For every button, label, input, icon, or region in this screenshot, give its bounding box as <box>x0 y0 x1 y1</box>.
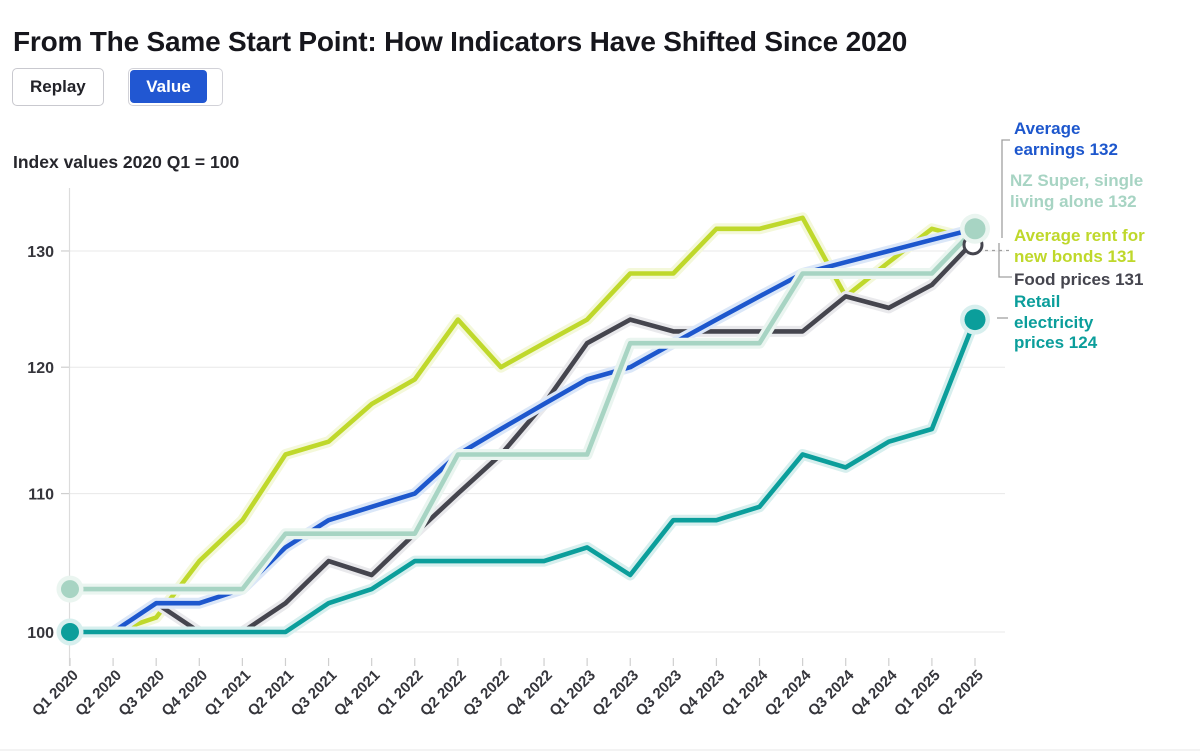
end-label-line: new bonds 131 <box>1014 246 1136 266</box>
x-tick-label-q2-2021: Q2 2021 <box>245 667 298 720</box>
value-toggle[interactable]: Value <box>128 68 223 106</box>
end-label-average-earnings: Average earnings 132 <box>1014 119 1118 160</box>
x-tick-label-q3-2023: Q3 2023 <box>632 667 685 720</box>
end-label-line: NZ Super, single <box>1010 171 1144 190</box>
x-tick-label-q1-2022: Q1 2022 <box>374 667 427 720</box>
end-label-line: Retail <box>1014 292 1061 311</box>
value-toggle-selected[interactable]: Value <box>130 70 207 103</box>
end-label-line: Food prices 131 <box>1014 270 1144 289</box>
x-tick-label-q4-2022: Q4 2022 <box>503 667 556 720</box>
x-tick-label-q2-2024: Q2 2024 <box>762 666 815 719</box>
x-tick-label-q2-2022: Q2 2022 <box>417 667 470 720</box>
end-label-average-rent: Average rent for new bonds 131 <box>1014 226 1145 267</box>
end-dot-retail-electricity-prices <box>964 309 986 331</box>
x-tick-label-q4-2023: Q4 2023 <box>676 667 729 720</box>
x-tick-label-q1-2025: Q1 2025 <box>891 667 944 720</box>
series-line-nz-super-single-living-alone[interactable] <box>67 226 978 592</box>
x-tick-label-q3-2024: Q3 2024 <box>805 666 858 719</box>
y-tick-label-100: 100 <box>27 625 54 642</box>
start-dot-retail-electricity-prices <box>61 623 79 641</box>
x-tick-label-q1-2020: Q1 2020 <box>29 667 82 720</box>
page-title: From The Same Start Point: How Indicator… <box>13 25 908 57</box>
x-tick-label-q2-2023: Q2 2023 <box>589 667 642 720</box>
x-tick-label-q3-2021: Q3 2021 <box>288 667 341 720</box>
x-tick-label-q1-2023: Q1 2023 <box>546 667 599 720</box>
x-tick-label-q2-2020: Q2 2020 <box>72 667 125 720</box>
x-tick-label-q2-2025: Q2 2025 <box>934 667 987 720</box>
axis-note: Index values 2020 Q1 = 100 <box>13 152 240 172</box>
series-line-retail-electricity-prices[interactable] <box>67 317 978 635</box>
end-label-nz-super: NZ Super, single living alone 132 <box>1010 171 1143 212</box>
y-tick-label-130: 130 <box>27 244 54 261</box>
x-tick-label-q4-2024: Q4 2024 <box>848 666 901 719</box>
series-line-average-earnings[interactable] <box>67 226 978 635</box>
end-label-line: Average rent for <box>1014 226 1145 245</box>
x-tick-label-q4-2021: Q4 2021 <box>331 667 384 720</box>
y-tick-label-120: 120 <box>27 360 54 377</box>
y-tick-label-110: 110 <box>28 487 54 504</box>
replay-button[interactable]: Replay <box>12 68 104 106</box>
connector-earnings-nzsuper <box>1001 139 1010 238</box>
x-tick-label-q1-2024: Q1 2024 <box>719 666 772 719</box>
start-dot-nz-super-single-living-alone <box>61 580 79 599</box>
x-tick-label-q3-2020: Q3 2020 <box>115 667 168 720</box>
series-line-average-rent-new-bonds[interactable] <box>67 215 978 635</box>
end-label-line: prices 124 <box>1014 333 1098 352</box>
line-halo-food-prices <box>64 234 981 638</box>
end-label-line: electricity <box>1014 312 1094 332</box>
end-label-food-prices: Food prices 131 <box>1014 270 1143 291</box>
x-tick-label-q1-2021: Q1 2021 <box>201 667 254 720</box>
end-dot-nz-super-single-living-alone <box>964 218 986 240</box>
end-label-line: living alone 132 <box>1010 191 1137 211</box>
connector-rent-food <box>998 243 1012 278</box>
end-label-line: Average <box>1014 119 1081 138</box>
end-label-retail-electricity: Retail electricity prices 124 <box>1014 292 1097 354</box>
x-tick-label-q3-2022: Q3 2022 <box>460 667 513 720</box>
end-label-line: earnings 132 <box>1014 139 1118 159</box>
x-tick-label-q4-2020: Q4 2020 <box>158 667 211 720</box>
